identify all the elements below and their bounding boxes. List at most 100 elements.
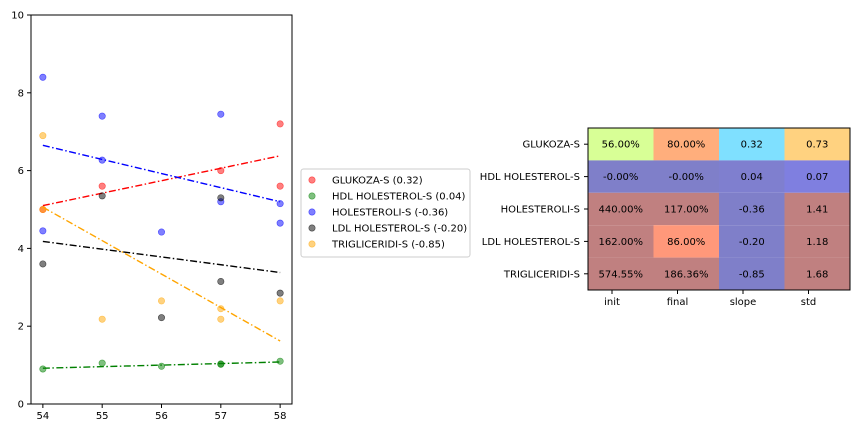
data-point	[39, 227, 47, 235]
cell-value: 574.55%	[599, 269, 644, 280]
table-cell	[588, 257, 654, 290]
x-tick-label: 55	[96, 411, 109, 422]
data-point	[276, 120, 284, 128]
table-cell	[784, 192, 850, 226]
table-cell	[653, 128, 719, 161]
trend-line	[42, 361, 281, 369]
table-cell	[588, 160, 654, 193]
row-label: HDL HOLESTEROL-S	[480, 172, 580, 183]
cell-value: 440.00%	[599, 205, 644, 216]
trend-line	[42, 240, 281, 274]
table-cell	[719, 160, 785, 193]
y-tick-label: 4	[18, 244, 24, 255]
data-point	[276, 219, 284, 227]
data-point	[98, 192, 106, 200]
cell-value: -0.36	[739, 205, 765, 216]
table-cell	[653, 192, 719, 226]
table-cell	[784, 128, 850, 161]
cell-value: 0.32	[741, 140, 763, 151]
table-cell	[784, 225, 850, 258]
data-point	[276, 200, 284, 208]
cell-value: 80.00%	[667, 140, 705, 151]
table-cell	[719, 225, 785, 258]
row-label: LDL HOLESTEROL-S	[482, 237, 580, 248]
data-point	[39, 73, 47, 81]
data-point	[98, 359, 106, 367]
row-label: GLUKOZA-S	[523, 140, 580, 151]
legend-marker	[308, 240, 316, 248]
heatmap-table: GLUKOZA-S 56.00% 80.00% 0.32 0.73 HDL HOLESTE…	[480, 127, 851, 308]
table-cell	[588, 192, 654, 226]
data-point	[158, 362, 166, 370]
column-label: std	[801, 297, 816, 308]
table-cell	[653, 257, 719, 290]
data-point	[276, 357, 284, 365]
data-point	[39, 132, 47, 140]
legend-label: TRIGLICERIDI-S (-0.85)	[331, 240, 445, 251]
cell-value: -0.20	[739, 237, 765, 248]
data-point	[217, 315, 225, 323]
x-tick-label: 57	[214, 411, 227, 422]
table-cell	[588, 128, 654, 161]
column-label: final	[667, 297, 689, 308]
table-cell	[719, 128, 785, 161]
data-point	[98, 112, 106, 120]
legend-marker	[308, 176, 316, 184]
legend-label: HDL HOLESTEROL-S (0.04)	[332, 192, 466, 203]
series-1	[39, 357, 284, 373]
table-frame	[587, 127, 851, 291]
row-label: TRIGLICERIDI-S	[503, 269, 580, 280]
legend-label: GLUKOZA-S (0.32)	[332, 176, 423, 187]
cell-value: 1.18	[806, 237, 828, 248]
cell-value: 0.04	[741, 172, 763, 183]
cell-value: 117.00%	[664, 205, 709, 216]
cell-value: 0.73	[806, 140, 828, 151]
cell-value: -0.85	[739, 269, 765, 280]
cell-value: 1.41	[806, 205, 828, 216]
data-point	[98, 182, 106, 190]
data-point	[98, 156, 106, 164]
cell-value: -0.00%	[669, 172, 704, 183]
y-tick-label: 0	[18, 400, 24, 411]
data-point	[217, 110, 225, 118]
data-point	[98, 315, 106, 323]
series-2	[39, 73, 284, 236]
legend-label: LDL HOLESTEROL-S (-0.20)	[332, 224, 467, 235]
y-tick-label: 8	[18, 88, 24, 99]
series-4	[39, 132, 284, 342]
trend-line	[42, 144, 281, 203]
cell-value: 56.00%	[602, 140, 640, 151]
table-cell	[653, 160, 719, 193]
table-cell	[719, 192, 785, 226]
data-point	[158, 228, 166, 236]
y-tick-label: 10	[11, 11, 24, 22]
series-3	[39, 192, 284, 322]
data-point	[276, 182, 284, 190]
data-point	[158, 297, 166, 305]
legend: GLUKOZA-S (0.32) HDL HOLESTEROL-S (0.04) H…	[300, 168, 471, 258]
x-tick-label: 58	[274, 411, 287, 422]
cell-value: 186.36%	[664, 269, 709, 280]
legend-label: HOLESTEROLI-S (-0.36)	[332, 208, 448, 219]
y-tick-label: 6	[18, 166, 24, 177]
row-label: HOLESTEROLI-S	[501, 205, 580, 216]
scatter-panel: 54 55 56 57 58 0 2 4 6 8 10	[11, 11, 293, 422]
table-cell	[588, 225, 654, 258]
x-tick-label: 56	[155, 411, 168, 422]
cell-value: 1.68	[806, 269, 828, 280]
data-point	[158, 314, 166, 322]
cell-value: -0.00%	[603, 172, 638, 183]
data-point	[217, 277, 225, 285]
data-point	[276, 289, 284, 297]
table-cell	[719, 257, 785, 290]
plot-area	[30, 14, 293, 405]
table-cell	[784, 257, 850, 290]
cell-value: 162.00%	[599, 237, 644, 248]
legend-box	[300, 168, 471, 258]
data-point	[217, 194, 225, 202]
legend-marker	[308, 192, 316, 200]
table-cell	[784, 160, 850, 193]
trend-line	[42, 206, 281, 342]
table-cell	[653, 225, 719, 258]
column-label: slope	[730, 297, 757, 308]
